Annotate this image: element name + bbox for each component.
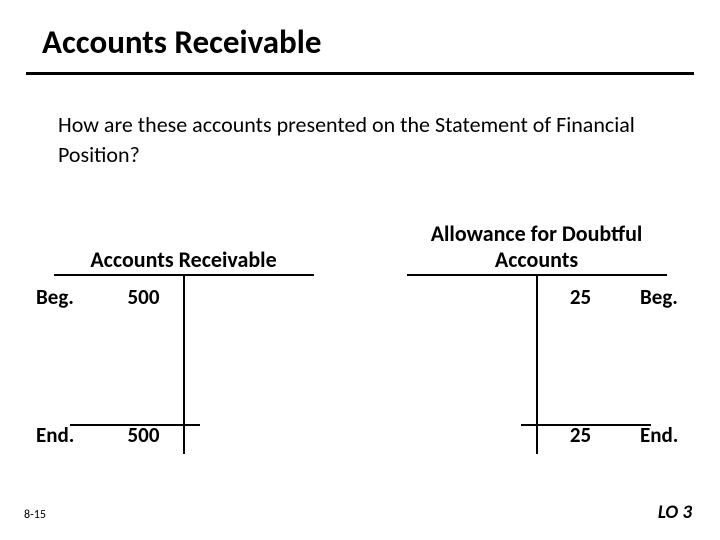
end-label: End. (632, 422, 684, 448)
page-number: 8-15 (24, 508, 46, 522)
t-accounts-row: Accounts Receivable Beg. 500 End. 500 Al… (36, 218, 684, 448)
beg-value: 25 (441, 284, 632, 310)
slide-title: Accounts Receivable (42, 22, 321, 62)
end-value: 500 (88, 422, 279, 448)
beg-label: Beg. (36, 284, 88, 310)
table-row: End. 500 (36, 422, 331, 448)
title-rule (26, 72, 694, 75)
beg-value: 500 (88, 284, 279, 310)
t-account-allowance-rows: 25 Beg. 25 End. (389, 276, 684, 448)
t-account-allowance-title: Allowance for Doubtful Accounts (389, 218, 684, 274)
end-label: End. (36, 422, 88, 448)
end-value: 25 (441, 422, 632, 448)
table-row: 25 End. (389, 422, 684, 448)
question-text: How are these accounts presented on the … (58, 110, 638, 169)
beg-label: Beg. (632, 284, 684, 310)
t-account-allowance: Allowance for Doubtful Accounts 25 Beg. … (389, 218, 684, 448)
t-account-ar-rows: Beg. 500 End. 500 (36, 276, 331, 448)
table-row: 25 Beg. (389, 284, 684, 310)
t-account-ar: Accounts Receivable Beg. 500 End. 500 (36, 218, 331, 448)
t-account-ar-title: Accounts Receivable (36, 218, 331, 274)
learning-objective: LO 3 (658, 501, 692, 524)
table-row: Beg. 500 (36, 284, 331, 310)
